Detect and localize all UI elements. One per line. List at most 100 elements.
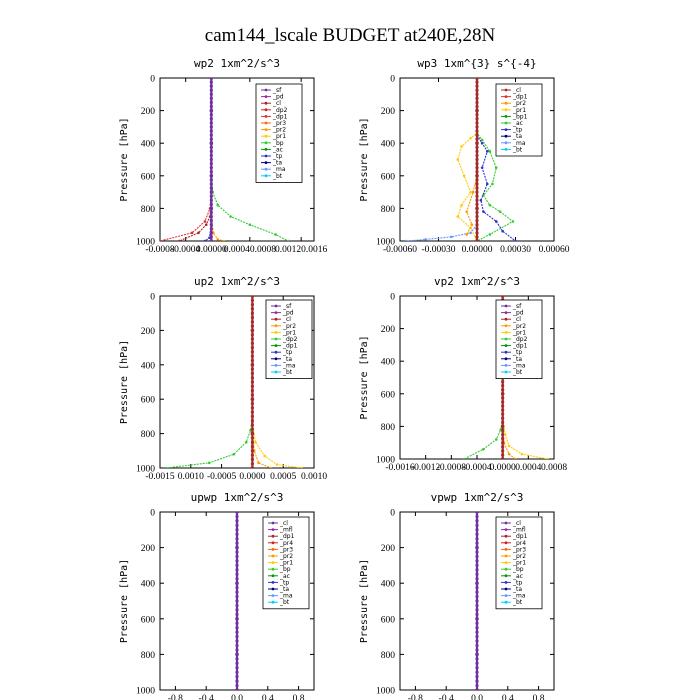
series-point bbox=[501, 229, 504, 233]
series-point bbox=[257, 461, 260, 465]
y-tick-label: 600 bbox=[381, 615, 396, 625]
series-point bbox=[209, 182, 213, 186]
series-point bbox=[232, 452, 236, 456]
series-point bbox=[475, 514, 479, 519]
y-tick-label: 800 bbox=[381, 205, 396, 215]
series-point bbox=[501, 449, 505, 453]
series-point bbox=[514, 457, 517, 459]
y-tick-label: 400 bbox=[141, 580, 156, 590]
series-point bbox=[475, 639, 479, 643]
series-point bbox=[475, 202, 479, 206]
legend-box bbox=[495, 83, 543, 157]
legend-label: _pr3 bbox=[272, 120, 286, 127]
series-point bbox=[475, 239, 479, 241]
series-point bbox=[475, 679, 479, 683]
y-tick-label: 800 bbox=[141, 651, 156, 661]
x-tick-label: -0.0008 bbox=[437, 463, 467, 473]
series-point bbox=[209, 109, 213, 113]
series-point bbox=[498, 210, 502, 213]
legend-label: _bt bbox=[512, 146, 523, 153]
series-point bbox=[235, 590, 239, 594]
series-point bbox=[235, 523, 239, 527]
legend-marker bbox=[504, 324, 508, 328]
legend-marker bbox=[271, 521, 275, 525]
legend-marker bbox=[504, 594, 508, 597]
series-point bbox=[475, 594, 479, 599]
series-point bbox=[209, 231, 213, 235]
legend-marker bbox=[264, 154, 268, 158]
legend-marker bbox=[504, 337, 508, 341]
panel-title: up2 1xm^2/s^3 bbox=[194, 275, 280, 288]
series-point bbox=[235, 670, 239, 674]
series-point bbox=[475, 590, 479, 594]
series-point bbox=[469, 137, 472, 140]
legend-marker bbox=[264, 101, 268, 105]
series-point bbox=[482, 447, 485, 451]
series-point bbox=[507, 452, 511, 456]
series-point bbox=[475, 157, 479, 162]
legend-label: _ta bbox=[512, 133, 522, 140]
y-tick-label: 400 bbox=[381, 358, 396, 368]
series-point bbox=[475, 182, 479, 186]
series-point bbox=[250, 457, 254, 461]
x-tick-label: 0.0000 bbox=[490, 463, 516, 473]
series-point bbox=[235, 512, 239, 514]
x-tick-label: -0.00030 bbox=[421, 245, 455, 255]
legend-label: _bp bbox=[272, 140, 284, 147]
legend-marker bbox=[504, 304, 508, 308]
series-point bbox=[250, 298, 254, 302]
legend-marker bbox=[504, 554, 508, 558]
series-point bbox=[501, 384, 505, 388]
series-point bbox=[450, 235, 453, 239]
series-point bbox=[209, 219, 213, 223]
series-point bbox=[250, 440, 254, 444]
series-point bbox=[209, 190, 213, 194]
series-point bbox=[250, 320, 254, 324]
y-tick-label: 200 bbox=[381, 107, 396, 117]
series-point bbox=[250, 436, 254, 440]
series-point bbox=[501, 408, 505, 412]
series-line bbox=[406, 224, 478, 241]
series-point bbox=[475, 133, 479, 137]
series-point bbox=[501, 379, 505, 384]
x-tick-label: 0.0005 bbox=[270, 472, 296, 482]
series-point bbox=[501, 400, 505, 404]
series-point bbox=[475, 670, 479, 674]
series-point bbox=[475, 512, 479, 514]
x-tick-label: 0.8 bbox=[293, 694, 305, 700]
series-point bbox=[235, 599, 239, 603]
legend-marker bbox=[504, 115, 508, 118]
series-point bbox=[475, 178, 479, 182]
series-point bbox=[424, 238, 427, 241]
series-point bbox=[475, 194, 479, 198]
legend-label: _pr2 bbox=[272, 127, 286, 134]
series-point bbox=[501, 457, 505, 459]
series-point bbox=[250, 371, 254, 375]
legend-label: _pr1 bbox=[282, 329, 296, 336]
series-point bbox=[501, 428, 505, 433]
legend-marker bbox=[504, 370, 508, 374]
series-point bbox=[475, 683, 479, 688]
series-point bbox=[501, 404, 505, 408]
series-line bbox=[457, 78, 478, 241]
series-point bbox=[250, 324, 254, 328]
series-line bbox=[251, 296, 302, 468]
legend-marker bbox=[264, 108, 268, 112]
series-point bbox=[475, 235, 479, 239]
series-point bbox=[475, 581, 479, 585]
series-point bbox=[250, 354, 254, 358]
series-point bbox=[209, 113, 213, 117]
legend-marker bbox=[274, 370, 278, 374]
legend-label: _dp1 bbox=[512, 94, 528, 101]
series-point bbox=[475, 572, 479, 576]
y-tick-label: 600 bbox=[381, 390, 396, 400]
legend-marker bbox=[264, 128, 268, 132]
series-point bbox=[501, 445, 505, 449]
series-point bbox=[475, 537, 479, 541]
legend-marker bbox=[504, 521, 508, 525]
series-point bbox=[300, 466, 303, 468]
legend-marker bbox=[504, 128, 508, 132]
legend-marker bbox=[504, 561, 508, 564]
series-point bbox=[250, 419, 254, 423]
legend-box bbox=[255, 83, 303, 183]
